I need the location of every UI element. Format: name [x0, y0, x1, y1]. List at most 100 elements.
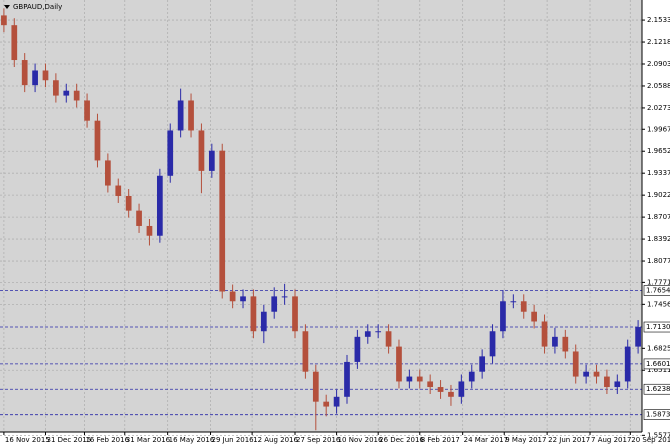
- candle-body: [11, 25, 18, 61]
- candle-body: [73, 90, 80, 101]
- candle-body: [281, 296, 288, 298]
- level-label: 1.66017: [646, 360, 670, 368]
- candle-body: [219, 150, 226, 292]
- candle-body: [510, 301, 517, 303]
- candle-body: [437, 387, 444, 392]
- title-arrow: [4, 5, 10, 9]
- candle-body: [593, 371, 600, 377]
- y-tick-label: 1.65110: [647, 366, 670, 374]
- candle-body: [260, 311, 267, 332]
- x-tick-label: 31 Dec 2015: [46, 436, 91, 444]
- chart-title: GBPAUD,Daily: [13, 3, 62, 11]
- y-tick-label: 2.12180: [647, 38, 670, 46]
- candle-body: [53, 80, 59, 96]
- candle-body: [84, 100, 90, 121]
- y-tick-label: 1.90220: [647, 191, 670, 199]
- candle-body: [614, 381, 621, 388]
- candle-body: [63, 90, 70, 96]
- candle-body: [229, 291, 236, 302]
- x-tick-label: 20 Sep 2017: [631, 436, 670, 444]
- candle-body: [146, 225, 153, 236]
- candle-body: [448, 391, 454, 397]
- y-tick-label: 1.80770: [647, 257, 670, 265]
- y-tick-label: 2.09030: [647, 60, 670, 68]
- candle-body: [416, 376, 423, 382]
- x-tick-label: 22 Jun 2017: [548, 436, 590, 444]
- candle-body: [115, 185, 122, 196]
- candle-body: [520, 301, 527, 312]
- candle-body: [479, 356, 486, 372]
- candle-body: [385, 331, 392, 347]
- x-tick-label: 27 Sep 2016: [296, 436, 341, 444]
- candle-body: [531, 311, 537, 322]
- y-tick-label: 1.99670: [647, 125, 670, 133]
- candle-body: [32, 70, 38, 86]
- candle-body: [354, 336, 361, 362]
- x-tick-label: 9 May 2017: [505, 436, 546, 444]
- candle-body: [156, 175, 163, 236]
- candle-body: [552, 336, 558, 347]
- candle-body: [396, 346, 402, 382]
- x-tick-label: 16 May 2016: [169, 436, 215, 444]
- candle-body: [312, 371, 319, 402]
- level-label: 1.58732: [646, 411, 670, 419]
- candle-body: [271, 296, 278, 312]
- candle-body: [21, 60, 28, 86]
- level-box: [643, 321, 670, 333]
- candle-body: [198, 130, 205, 171]
- candle-body: [468, 371, 475, 382]
- y-tick-label: 1.68250: [647, 344, 670, 352]
- x-tick-label: 31 Mar 2016: [126, 436, 171, 444]
- candle-body: [125, 195, 132, 211]
- level-label: 1.76542: [646, 287, 670, 295]
- x-tick-label: 24 Mar 2017: [464, 436, 508, 444]
- candle-body: [167, 130, 174, 176]
- candle-body: [489, 331, 496, 357]
- plot-background: [0, 0, 642, 432]
- candle-body: [1, 15, 7, 26]
- level-box: [643, 409, 670, 420]
- candle-body: [500, 301, 506, 332]
- y-tick-label: 2.15330: [647, 16, 670, 24]
- candle-body: [572, 351, 579, 377]
- candle-body: [344, 361, 350, 397]
- level-label: 1.71306: [646, 323, 670, 331]
- candle-body: [562, 336, 569, 352]
- x-tick-label: 26 Dec 2016: [379, 436, 424, 444]
- candle-body: [604, 376, 610, 388]
- candle-body: [208, 150, 215, 171]
- candle-body: [250, 296, 257, 332]
- candle-body: [292, 296, 298, 332]
- candle-body: [42, 70, 49, 81]
- candle-body: [427, 381, 434, 388]
- candle-body: [302, 331, 309, 372]
- candle-body: [406, 376, 413, 382]
- level-box: [643, 358, 670, 370]
- y-tick-label: 1.87070: [647, 213, 670, 221]
- y-tick-label: 1.96520: [647, 147, 670, 155]
- candle-body: [375, 331, 382, 333]
- y-tick-label: 1.74560: [647, 300, 670, 308]
- candle-body: [94, 120, 101, 161]
- candle-body: [541, 321, 548, 347]
- x-tick-label: 7 Aug 2017: [591, 436, 631, 444]
- y-tick-label: 1.55770: [647, 431, 670, 439]
- candle-body: [583, 371, 589, 377]
- candle-body: [333, 396, 340, 407]
- candle-body: [177, 100, 184, 131]
- y-tick-label: 2.02730: [647, 104, 670, 112]
- y-tick-label: 1.77710: [647, 278, 670, 286]
- x-tick-label: 16 Feb 2016: [85, 436, 129, 444]
- candle-body: [624, 346, 631, 382]
- x-tick-label: 12 Aug 2016: [253, 436, 298, 444]
- candle-body: [188, 100, 194, 131]
- y-tick-label: 1.83920: [647, 235, 670, 243]
- y-tick-label: 1.93370: [647, 169, 670, 177]
- candle-body: [136, 210, 142, 226]
- candle-body: [240, 296, 246, 302]
- candle-body: [635, 327, 641, 347]
- x-tick-label: 29 Jun 2016: [212, 436, 255, 444]
- candle-body: [458, 381, 465, 397]
- candle-body: [323, 401, 330, 407]
